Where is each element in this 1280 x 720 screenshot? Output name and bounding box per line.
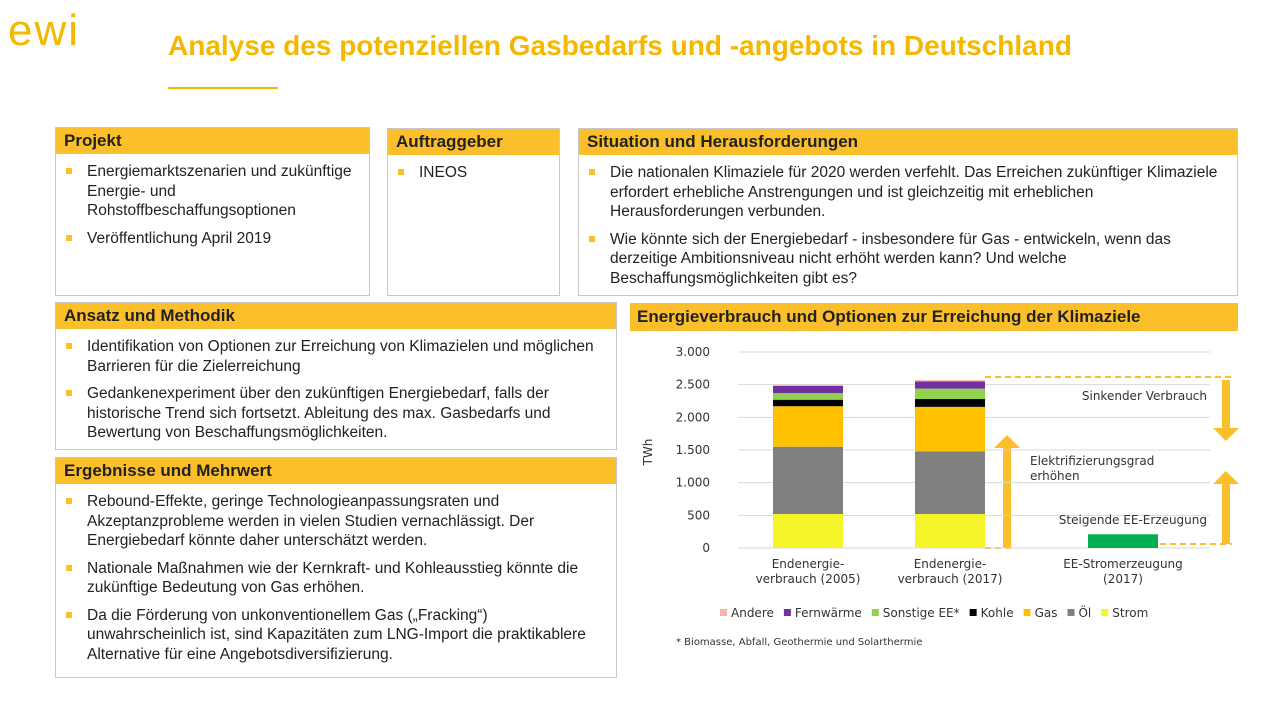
bullet-list: Energiemarktszenarien und zukünftige Ene… [66, 162, 361, 248]
bullet: Veröffentlichung April 2019 [66, 229, 361, 249]
legend-swatch [783, 609, 791, 616]
panel: Situation und Herausforderungen Die natio… [578, 128, 1238, 296]
annotation: Elektrifizierungsgrad erhöhen [1030, 454, 1154, 483]
x-tick-label: Endenergie-verbrauch (2017) [898, 557, 1003, 586]
arrow [1213, 471, 1239, 484]
panel-heading: Auftraggeber [388, 129, 559, 155]
legend-label: Gas [1035, 606, 1058, 620]
chart-title: Energieverbrauch und Optionen zur Erreic… [630, 303, 1238, 331]
y-tick-label: 0 [702, 541, 710, 555]
y-tick-label: 2.500 [676, 378, 710, 392]
panel-heading: Ansatz und Methodik [56, 303, 616, 329]
bullet: Gedankenexperiment über den zukünftigen … [66, 384, 608, 443]
bullet: Wie könnte sich der Energiebedarf - insb… [589, 230, 1229, 289]
annotation: Sinkender Verbrauch [1082, 389, 1207, 403]
y-tick-label: 1.500 [676, 443, 710, 457]
annotation: Steigende EE-Erzeugung [1059, 513, 1207, 527]
x-tick-label: Endenergie-verbrauch (2005) [756, 557, 861, 586]
legend-label: Öl [1078, 604, 1091, 620]
arrows [985, 376, 1239, 549]
arrow [1222, 484, 1230, 544]
x-tick-label: EE-Stromerzeugung (2017) [1063, 557, 1183, 586]
legend-label: Andere [731, 606, 774, 620]
y-axis-label: TWh [641, 439, 655, 467]
bar-segment [773, 514, 843, 548]
title-rule [168, 87, 278, 89]
bar-segment [915, 514, 985, 548]
legend-swatch [720, 609, 727, 616]
bullet: Da die Förderung von unkonventionellem G… [66, 606, 608, 665]
bullet: INEOS [398, 163, 551, 183]
panel-heading: Situation und Herausforderungen [579, 129, 1237, 155]
logo: ewi [8, 6, 81, 55]
bullet: Identifikation von Optionen zur Erreichu… [66, 337, 608, 376]
y-tick-label: 3.000 [676, 345, 710, 359]
bar-segment [773, 406, 843, 447]
panel-heading: Projekt [56, 128, 369, 154]
panel: Ansatz und Methodik Identifikation von Op… [55, 302, 617, 450]
bar-segment [773, 399, 843, 407]
arrow [1003, 448, 1011, 548]
bullet-list: Die nationalen Klimaziele für 2020 werde… [589, 163, 1229, 288]
legend-label: Fernwärme [795, 606, 862, 620]
legend-label: Sonstige EE* [883, 606, 960, 620]
y-tick-label: 1.000 [676, 476, 710, 490]
bullet-list: INEOS [398, 163, 551, 183]
arrow [994, 435, 1020, 448]
bar-segment [773, 446, 843, 515]
legend-label: Strom [1112, 606, 1148, 620]
arrow [1222, 380, 1230, 428]
legend-label: Kohle [981, 606, 1014, 620]
bar-segment [1088, 534, 1158, 548]
y-tick-label: 2.000 [676, 410, 710, 424]
bar-segment [915, 380, 985, 382]
bar-segment [915, 406, 985, 452]
bullet-list: Identifikation von Optionen zur Erreichu… [66, 337, 608, 443]
bullet: Energiemarktszenarien und zukünftige Ene… [66, 162, 361, 221]
panel: Ergebnisse und Mehrwert Rebound-Effekte, … [55, 457, 617, 678]
bar-segment [915, 388, 985, 400]
bar-segment [773, 384, 843, 386]
bar-segment [773, 393, 843, 400]
bar-segment [915, 451, 985, 515]
legend-swatch [1067, 609, 1075, 616]
bullet: Die nationalen Klimaziele für 2020 werde… [589, 163, 1229, 222]
legend-swatch [1101, 609, 1109, 616]
panel: Auftraggeber INEOS [387, 128, 560, 296]
arrow [1213, 428, 1239, 441]
y-tick-label: 500 [687, 508, 710, 522]
legend-swatch [871, 609, 879, 616]
panel: Projekt Energiemarktszenarien und zukünft… [55, 127, 370, 296]
bullet-list: Rebound-Effekte, geringe Technologieanpa… [66, 492, 608, 664]
legend-swatch [1023, 609, 1031, 616]
bar-segment [773, 385, 843, 394]
bullet: Rebound-Effekte, geringe Technologieanpa… [66, 492, 608, 551]
bullet: Nationale Maßnahmen wie der Kernkraft- u… [66, 559, 608, 598]
slide-title: Analyse des potenziellen Gasbedarfs und … [168, 30, 1072, 61]
bar-segment [915, 399, 985, 407]
legend-swatch [969, 609, 977, 616]
bar-segment [915, 381, 985, 389]
panel-heading: Ergebnisse und Mehrwert [56, 458, 616, 484]
footnote: * Biomasse, Abfall, Geothermie und Solar… [676, 637, 922, 648]
